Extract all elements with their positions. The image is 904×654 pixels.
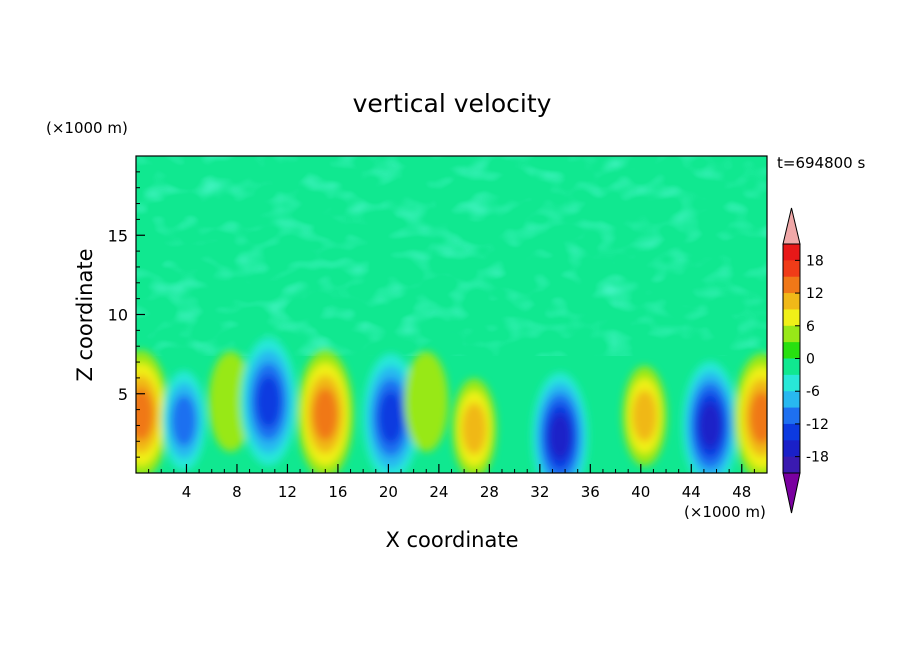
x-tick-label: 28 (480, 483, 499, 501)
y-unit-label: (×1000 m) (46, 119, 128, 137)
y-tick-label: 15 (108, 226, 128, 245)
colorbar-tick-label: 6 (806, 319, 815, 335)
colorbar-tick-label: 0 (806, 352, 815, 368)
colorbar-segment (783, 374, 800, 392)
velocity-cell (622, 365, 667, 466)
colorbar-segment (783, 456, 800, 474)
plot-area (136, 156, 767, 473)
colorbar-segment (783, 260, 800, 278)
colorbar-segment (783, 325, 800, 343)
velocity-cell (240, 337, 297, 466)
contour-band (171, 395, 196, 447)
x-tick-label: 48 (732, 483, 751, 501)
velocity-cell (136, 350, 170, 473)
contour-band (136, 388, 154, 441)
velocity-cell (297, 350, 354, 473)
colorbar-tick-label: 18 (806, 253, 824, 269)
velocity-cell (682, 361, 739, 473)
y-tick-label: 10 (108, 306, 128, 325)
colorbar-segment (783, 244, 800, 261)
contour-band (462, 403, 487, 455)
x-tick-label: 12 (278, 483, 297, 501)
velocity-cell (452, 378, 497, 473)
contour-band (632, 390, 657, 442)
upper-patch-texture (136, 156, 767, 356)
colorbar-segment (783, 440, 800, 458)
velocity-cell (532, 372, 589, 473)
colorbar-segment (783, 391, 800, 408)
y-tick-label: 5 (118, 385, 128, 404)
y-axis-label: Z coordinate (73, 248, 97, 381)
colorbar-tick-label: -6 (806, 384, 820, 400)
velocity-cell (404, 351, 449, 452)
colorbar-tick-label: -12 (806, 417, 829, 433)
contour-band (749, 391, 767, 444)
x-tick-label: 8 (232, 483, 242, 501)
x-tick-label: 44 (682, 483, 701, 501)
colorbar-under-arrow (782, 472, 801, 514)
contour-band (404, 351, 449, 452)
x-tick-label: 40 (631, 483, 650, 501)
contour-band (378, 391, 404, 444)
x-tick-label: 4 (182, 483, 192, 501)
contour-band (256, 375, 281, 428)
colorbar-segment (783, 342, 800, 359)
x-tick-label: 32 (530, 483, 549, 501)
colorbar-segment (783, 423, 800, 441)
contour-band (549, 413, 571, 460)
contour-band (313, 388, 338, 441)
velocity-cell (362, 353, 419, 473)
x-tick-label: 36 (581, 483, 600, 501)
x-unit-label: (×1000 m) (684, 503, 766, 521)
chart-title: vertical velocity (353, 89, 552, 118)
x-tick-label: 24 (429, 483, 448, 501)
x-axis-label: X coordinate (385, 528, 518, 552)
colorbar-tick-label: 12 (806, 286, 824, 302)
time-label: t=694800 s (777, 154, 865, 172)
colorbar-segment (783, 358, 800, 376)
colorbar-segment (783, 407, 800, 425)
x-tick-label: 16 (328, 483, 347, 501)
x-tick-label: 20 (379, 483, 398, 501)
contour-band (699, 402, 722, 449)
colorbar-segment (783, 276, 800, 294)
colorbar-tick-label: -18 (806, 450, 829, 466)
velocity-cell (161, 370, 206, 471)
colorbar-over-arrow (782, 207, 801, 245)
velocity-cell (733, 353, 767, 473)
colorbar: -18 -12 -6 0 6 12 18 (782, 207, 829, 514)
velocity-cell (208, 351, 253, 452)
colorbar-segment (783, 293, 800, 310)
contour-band (208, 351, 253, 452)
colorbar-segment (783, 309, 800, 327)
